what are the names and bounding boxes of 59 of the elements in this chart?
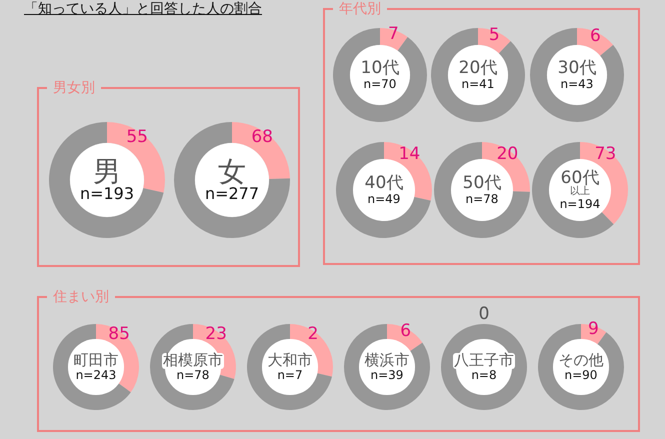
donut-slice: [530, 28, 624, 122]
data-label: 7: [387, 22, 400, 45]
donut-slice: [344, 324, 430, 410]
text: その他: [557, 350, 604, 369]
text: n=243: [76, 368, 116, 382]
data-label: 85: [107, 323, 131, 346]
donut-slice: [380, 28, 408, 51]
data-label: 55: [125, 126, 149, 148]
text: 住まい別: [47, 288, 115, 306]
text: 30代: [556, 58, 598, 78]
donut-slice: [150, 324, 234, 410]
text: 以上: [570, 186, 590, 198]
text: 10代: [360, 58, 400, 78]
data-label: 20: [496, 142, 520, 165]
text: 男: [92, 154, 122, 188]
data-label: 9: [587, 318, 600, 340]
text: 男女別: [47, 79, 101, 97]
text: 年代別: [333, 0, 387, 18]
text: 相模原市: [162, 350, 224, 369]
text: 大和市: [266, 350, 314, 369]
data-label: 6: [399, 320, 412, 342]
data-label: 68: [250, 126, 274, 148]
text: n=8: [471, 368, 497, 382]
text: 0: [478, 304, 490, 324]
donut-slice: [431, 28, 525, 122]
text: 「知っている人」と回答した人の割合: [24, 0, 262, 18]
data-label: 6: [589, 24, 602, 47]
text: 町田市: [72, 350, 120, 369]
data-label: 23: [204, 323, 228, 346]
text: n=70: [364, 76, 396, 91]
text: n=78: [176, 368, 210, 382]
donut-slice: [478, 28, 511, 54]
text: 50代: [462, 172, 502, 193]
text: n=41: [462, 76, 494, 91]
donut-slice: [434, 142, 530, 238]
text: 横浜市: [363, 350, 410, 369]
data-label: 14: [398, 142, 422, 165]
donut-slice: [247, 324, 332, 410]
text: n=7: [277, 368, 303, 382]
text: 女: [216, 154, 247, 188]
text: 八王子市: [452, 350, 515, 369]
text: n=78: [466, 192, 498, 206]
donut-slice: [49, 122, 164, 238]
text: n=49: [368, 192, 400, 206]
text: n=194: [560, 196, 600, 211]
donut-slice: [336, 142, 431, 238]
donut-slice: [532, 142, 614, 238]
data-label: 73: [594, 142, 618, 165]
text: n=90: [564, 368, 598, 382]
data-label: 5: [488, 24, 501, 46]
donut-slice: [53, 324, 131, 410]
text: 40代: [364, 172, 404, 193]
text: n=43: [560, 76, 594, 91]
text: 20代: [458, 58, 498, 78]
donut-slice: [333, 28, 427, 122]
donut-slice: [577, 28, 614, 56]
data-label: 2: [306, 323, 320, 346]
donut-slice: [174, 122, 290, 238]
text: n=39: [370, 368, 404, 382]
